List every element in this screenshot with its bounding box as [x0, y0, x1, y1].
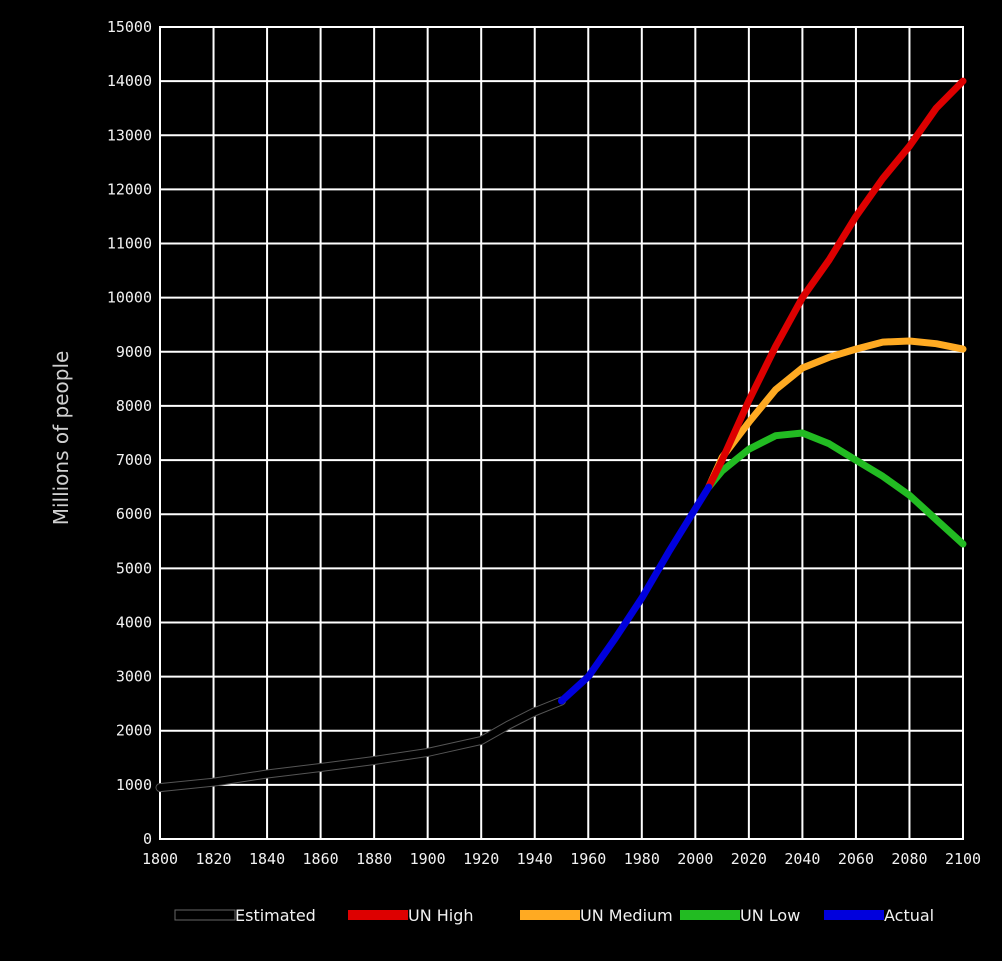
legend-swatch-estimated	[174, 909, 236, 921]
y-tick-label: 12000	[107, 180, 152, 198]
plot-area	[159, 26, 964, 840]
x-axis-ticks: 1800 1820 1840 1860 1880 1900 1920 1940 1960 1980…	[142, 850, 981, 868]
x-tick-label: 2000	[677, 850, 713, 868]
series-line-estimated	[156, 697, 565, 792]
x-tick-label: 1920	[463, 850, 499, 868]
y-tick-label: 0	[143, 830, 152, 848]
y-tick-label: 15000	[107, 18, 152, 36]
series-line-actual	[558, 483, 713, 705]
x-tick-label: 2060	[838, 850, 874, 868]
y-tick-label: 5000	[116, 559, 152, 577]
y-tick-label: 13000	[107, 126, 152, 144]
legend-label-actual: Actual	[884, 906, 934, 925]
y-tick-label: 1000	[116, 776, 152, 794]
chart-grid	[159, 26, 964, 840]
y-tick-label: 6000	[116, 505, 152, 523]
legend-label-un-low: UN Low	[740, 906, 800, 925]
x-tick-label: 2020	[731, 850, 767, 868]
legend-label-estimated: Estimated	[235, 906, 316, 925]
y-tick-label: 8000	[116, 397, 152, 415]
x-tick-label: 1860	[303, 850, 339, 868]
legend-label-un-high: UN High	[408, 906, 474, 925]
x-tick-label: 1800	[142, 850, 178, 868]
y-tick-label: 14000	[107, 72, 152, 90]
legend-swatch-un-high	[348, 910, 408, 920]
series-line-un-low	[705, 429, 967, 548]
y-axis-ticks: 0 1000 2000 3000 4000 5000 6000 7000 8000 9000 100…	[107, 18, 152, 848]
y-tick-label: 4000	[116, 613, 152, 631]
x-tick-label: 1940	[517, 850, 553, 868]
x-tick-label: 1880	[356, 850, 392, 868]
y-axis-label: Millions of people	[49, 351, 73, 526]
y-tick-label: 11000	[107, 235, 152, 253]
chart-legend: Estimated UN High UN Medium UN Low Actual	[174, 906, 934, 925]
y-tick-label: 7000	[116, 451, 152, 469]
x-tick-label: 1820	[195, 850, 231, 868]
y-tick-label: 9000	[116, 343, 152, 361]
x-tick-label: 2040	[784, 850, 820, 868]
legend-swatch-un-low	[680, 910, 740, 920]
x-tick-label: 1960	[570, 850, 606, 868]
y-tick-label: 2000	[116, 722, 152, 740]
x-tick-label: 2100	[945, 850, 981, 868]
legend-swatch-un-medium	[520, 910, 580, 920]
y-tick-label: 10000	[107, 289, 152, 307]
legend-swatch-actual	[824, 910, 884, 920]
x-tick-label: 1900	[410, 850, 446, 868]
legend-label-un-medium: UN Medium	[580, 906, 673, 925]
series-line-un-high	[705, 77, 967, 491]
y-tick-label: 3000	[116, 668, 152, 686]
x-tick-label: 1980	[624, 850, 660, 868]
x-tick-label: 2080	[891, 850, 927, 868]
series-layer	[155, 77, 967, 793]
series-line-un-medium	[705, 337, 967, 491]
x-tick-label: 1840	[249, 850, 285, 868]
